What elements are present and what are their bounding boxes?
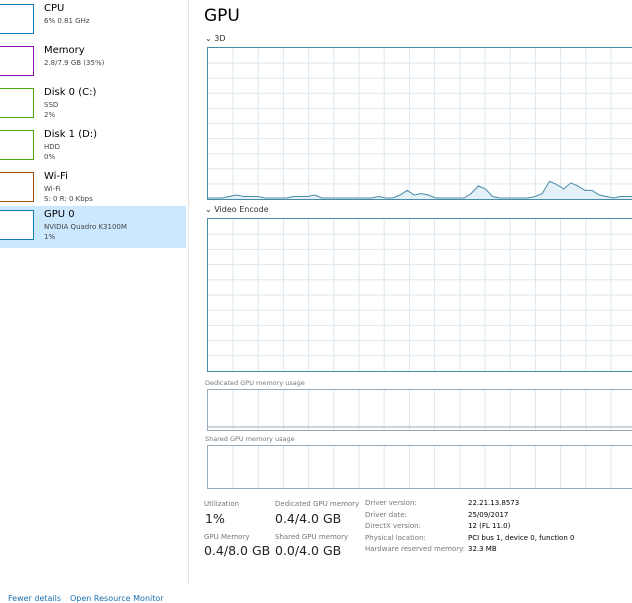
sidebar-item-disk-0-c[interactable]: Disk 0 (C:) SSD 2%: [0, 84, 186, 126]
item-title: Disk 1 (D:): [44, 129, 98, 140]
item-title: Memory: [44, 45, 85, 56]
open-resource-monitor-link[interactable]: Open Resource Monitor: [70, 594, 164, 603]
item-detail: HDD: [44, 143, 61, 151]
sidebar-item-memory[interactable]: Memory 2.8/7.9 GB (35%): [0, 42, 186, 84]
detail-value: 22.21.13.8573: [468, 499, 520, 507]
fewer-details-link[interactable]: Fewer details: [8, 594, 62, 603]
series-line: [208, 180, 632, 199]
item-detail-2: 1%: [44, 233, 56, 241]
dedicated-label: Dedicated GPU memory: [275, 500, 360, 508]
item-detail: SSD: [44, 101, 59, 109]
item-detail: NVIDIA Quadro K3100M: [44, 223, 127, 231]
detail-key: Driver version:: [365, 499, 417, 507]
detail-key: Hardware reserved memory:: [365, 545, 466, 553]
graph-label-3d[interactable]: ⌄ 3D: [205, 34, 226, 43]
thumbnail-graph: [0, 4, 34, 34]
page-title: GPU: [204, 6, 240, 26]
item-detail-2: 0%: [44, 153, 56, 161]
gpu-memory-label: GPU Memory: [204, 533, 250, 541]
item-detail: 6% 0.81 GHz: [44, 17, 90, 25]
item-detail-2: S: 0 R: 0 Kbps: [44, 195, 93, 203]
thumbnail-graph: [0, 172, 34, 202]
dedicated-value: 0.4/4.0 GB: [275, 511, 342, 526]
sidebar-item-wi-fi[interactable]: Wi-Fi Wi-Fi S: 0 R: 0 Kbps: [0, 168, 186, 210]
dedicated-memory-label: Dedicated GPU memory usage: [205, 379, 305, 387]
sidebar-item-disk-1-d[interactable]: Disk 1 (D:) HDD 0%: [0, 126, 186, 168]
item-title: GPU 0: [44, 209, 75, 220]
detail-key: DirectX version:: [365, 522, 421, 530]
detail-key: Physical location:: [365, 533, 426, 542]
item-title: Wi-Fi: [44, 171, 68, 182]
sidebar: CPU 6% 0.81 GHz Memory 2.8/7.9 GB (35%) …: [0, 0, 186, 600]
series-area: [208, 181, 632, 199]
detail-value: PCI bus 1, device 0, function 0: [468, 533, 575, 542]
graph-shared-memory: [207, 445, 632, 489]
graph-3d: [207, 47, 632, 200]
graph-video-encode: [207, 218, 632, 372]
thumbnail-graph: [0, 210, 34, 240]
detail-value: 32.3 MB: [468, 545, 497, 553]
item-detail-2: 2%: [44, 111, 56, 119]
item-detail: Wi-Fi: [44, 185, 61, 193]
thumbnail-graph: [0, 130, 34, 160]
detail-value: 25/09/2017: [468, 510, 509, 519]
graph-dedicated-memory: [207, 389, 632, 431]
thumbnail-graph: [0, 88, 34, 118]
shared-value: 0.0/4.0 GB: [275, 543, 342, 558]
sidebar-item-cpu[interactable]: CPU 6% 0.81 GHz: [0, 0, 186, 42]
shared-label: Shared GPU memory: [275, 533, 349, 541]
detail-value: 12 (FL 11.0): [468, 522, 511, 530]
gpu-memory-value: 0.4/8.0 GB: [204, 543, 271, 558]
item-title: CPU: [44, 3, 65, 14]
graph-label-video-encode[interactable]: ⌄ Video Encode: [205, 205, 269, 214]
thumbnail-graph: [0, 46, 34, 76]
utilization-value: 1%: [205, 511, 225, 526]
utilization-label: Utilization: [204, 500, 240, 508]
detail-key: Driver date:: [365, 510, 407, 519]
item-detail: 2.8/7.9 GB (35%): [44, 59, 105, 67]
sidebar-item-gpu-0[interactable]: GPU 0 NVIDIA Quadro K3100M 1%: [0, 206, 186, 248]
item-title: Disk 0 (C:): [44, 87, 97, 98]
divider: [188, 0, 189, 584]
shared-memory-label: Shared GPU memory usage: [205, 435, 295, 443]
